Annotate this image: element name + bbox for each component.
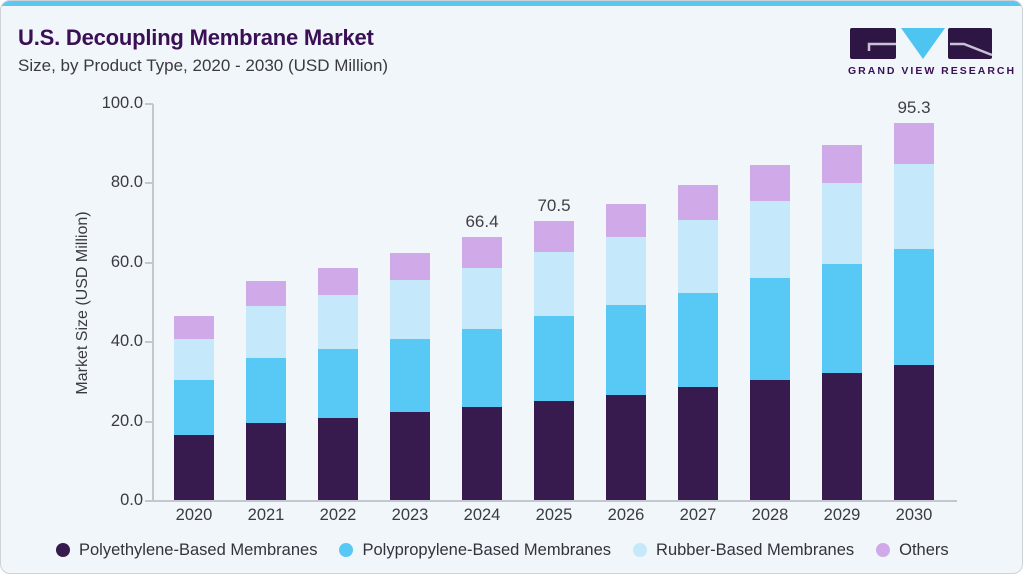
- x-tick-label: 2023: [391, 506, 429, 524]
- legend-label: Polypropylene-Based Membranes: [362, 540, 612, 559]
- bar-segment: [174, 380, 214, 436]
- x-axis-line: [152, 500, 957, 502]
- bar-segment: [390, 279, 430, 339]
- bar-segment: [462, 328, 502, 407]
- bar-segment: [606, 236, 646, 306]
- legend-item: Polyethylene-Based Membranes: [56, 541, 317, 560]
- x-tick-label: 2025: [535, 506, 573, 524]
- bar-segment: [174, 338, 214, 381]
- bar-segment: [606, 305, 646, 395]
- card-top-accent-strip: [1, 1, 1022, 6]
- bar-segment: [174, 315, 214, 339]
- y-tick-mark: [145, 500, 153, 502]
- total-value-label: 70.5: [537, 196, 571, 216]
- x-tick-label: 2024: [463, 506, 501, 524]
- y-tick-label: 20.0: [110, 411, 143, 430]
- y-tick-mark: [145, 261, 153, 264]
- bar-segment: [678, 292, 718, 388]
- y-tick-label: 0.0: [120, 491, 143, 509]
- bar-segment: [678, 184, 718, 220]
- y-tick-label: 100.0: [101, 94, 143, 112]
- legend-label: Rubber-Based Membranes: [656, 540, 855, 559]
- bar-segment: [174, 435, 214, 501]
- bar-segment: [822, 372, 862, 501]
- chart-legend: Polyethylene-Based Membranes Polypropylen…: [56, 537, 949, 563]
- total-value-label: 95.3: [897, 97, 931, 117]
- bar-segment: [246, 357, 286, 423]
- x-tick-label: 2028: [751, 506, 789, 524]
- legend-color-dot: [56, 543, 70, 557]
- x-tick-label: 2021: [247, 506, 285, 524]
- y-tick-label: 80.0: [110, 173, 143, 192]
- bar-segment: [822, 144, 862, 183]
- bar-segment: [750, 165, 790, 202]
- bar-segment: [534, 316, 574, 401]
- bar-segment: [318, 417, 358, 501]
- x-tick-label: 2030: [895, 506, 933, 524]
- bar-segment: [822, 263, 862, 373]
- bar-segment: [534, 400, 574, 501]
- logo-text: GRAND VIEW RESEARCH: [848, 65, 1017, 77]
- legend-label: Polyethylene-Based Membranes: [79, 540, 318, 559]
- bar-segment: [318, 349, 358, 418]
- y-tick-mark: [145, 103, 153, 105]
- bar-segment: [462, 406, 502, 501]
- bar-segment: [390, 339, 430, 413]
- legend-color-dot: [339, 543, 354, 557]
- y-tick-label: 40.0: [110, 332, 143, 351]
- bar-segment: [894, 122, 934, 164]
- legend-color-dot: [876, 543, 891, 557]
- bar-segment: [390, 253, 430, 280]
- bar-segment: [678, 219, 718, 293]
- bar-segment: [462, 267, 502, 329]
- x-tick-label: 2020: [175, 506, 213, 524]
- y-tick-mark: [145, 420, 153, 423]
- y-axis-title: Market Size (USD Million): [74, 211, 91, 395]
- bar-segment: [894, 163, 934, 250]
- legend-item: Polypropylene-Based Membranes: [339, 541, 611, 560]
- bar-segment: [750, 278, 790, 381]
- bar-segment: [246, 422, 286, 501]
- y-tick-label: 60.0: [110, 252, 143, 271]
- x-tick-label: 2029: [823, 506, 861, 524]
- bar-segment: [246, 306, 286, 358]
- bar-segment: [462, 237, 502, 268]
- chart-subtitle: Size, by Product Type, 2020 - 2030 (USD …: [18, 56, 389, 75]
- x-tick-label: 2022: [319, 506, 357, 524]
- gvr-logo-icon: [850, 28, 993, 59]
- x-tick-label: 2027: [679, 506, 717, 524]
- chart-title: U.S. Decoupling Membrane Market: [18, 25, 374, 50]
- y-tick-mark: [145, 341, 153, 344]
- total-value-label: 66.4: [465, 212, 499, 232]
- bar-segment: [534, 251, 574, 317]
- bar-segment: [390, 412, 430, 501]
- legend-item: Others: [876, 541, 949, 560]
- legend-item: Rubber-Based Membranes: [633, 541, 854, 560]
- y-tick-mark: [145, 182, 153, 185]
- bar-segment: [678, 387, 718, 501]
- legend-label: Others: [899, 540, 949, 559]
- bar-segment: [318, 294, 358, 350]
- bar-segment: [750, 201, 790, 279]
- bar-segment: [894, 364, 934, 501]
- bar-segment: [534, 221, 574, 252]
- bar-segment: [606, 395, 646, 501]
- bar-segment: [822, 183, 862, 264]
- grand-view-research-logo: GRAND VIEW RESEARCH: [848, 26, 1017, 77]
- y-axis-line: [152, 104, 154, 502]
- bar-segment: [894, 249, 934, 365]
- x-tick-label: 2026: [607, 506, 645, 524]
- bar-segment: [318, 267, 358, 295]
- bar-segment: [246, 281, 286, 307]
- bar-segment: [750, 380, 790, 501]
- legend-color-dot: [633, 543, 648, 557]
- bar-segment: [606, 203, 646, 237]
